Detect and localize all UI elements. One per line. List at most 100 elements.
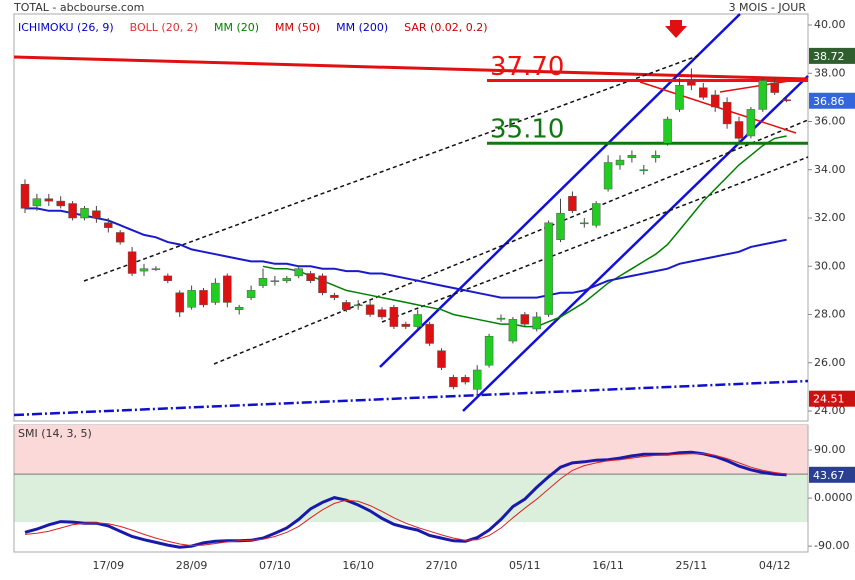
price-label: 36.86 bbox=[813, 95, 845, 108]
candle-body bbox=[282, 278, 292, 281]
price-label-box bbox=[809, 92, 855, 109]
candle-body bbox=[353, 304, 363, 307]
x-tick-label: 07/10 bbox=[259, 559, 291, 572]
candle-body bbox=[687, 80, 696, 86]
candle-body bbox=[234, 307, 244, 310]
price-label-box bbox=[809, 47, 855, 64]
candle-body bbox=[734, 121, 744, 139]
candle-body bbox=[258, 278, 268, 286]
y-tick-label: 28.00 bbox=[814, 308, 846, 321]
trendline bbox=[639, 81, 797, 134]
candle-body bbox=[211, 282, 220, 303]
source: TOTAL - abcbourse.com bbox=[13, 1, 144, 14]
candle-body bbox=[782, 99, 791, 102]
y-tick-label: 40.00 bbox=[814, 18, 846, 31]
trendline bbox=[13, 379, 809, 417]
candle-body bbox=[20, 183, 30, 209]
smi-title: SMI (14, 3, 5) bbox=[18, 427, 92, 440]
candle-body bbox=[675, 85, 684, 110]
smi-line bbox=[24, 453, 787, 547]
candle-body bbox=[32, 198, 42, 207]
candle-body bbox=[151, 268, 161, 270]
candle-body bbox=[246, 290, 256, 298]
period: 3 MOIS - JOUR bbox=[729, 1, 807, 14]
zone bbox=[14, 425, 808, 475]
x-tick-label: 25/11 bbox=[676, 559, 708, 572]
candle-body bbox=[175, 292, 184, 313]
zone bbox=[14, 474, 808, 523]
candle-body bbox=[437, 350, 446, 368]
y-tick-label: 36.00 bbox=[814, 115, 846, 128]
x-tick-label: 05/11 bbox=[509, 559, 541, 572]
legend-entry: SAR (0.02, 0.2) bbox=[404, 21, 487, 34]
trendline bbox=[213, 119, 809, 365]
candle-body bbox=[68, 203, 77, 219]
candle-body bbox=[389, 307, 399, 327]
candle-body bbox=[44, 198, 54, 202]
legend-entry: MM (20) bbox=[214, 21, 259, 34]
candle-body bbox=[603, 162, 613, 190]
candle-body bbox=[127, 251, 137, 274]
candle-body bbox=[746, 109, 756, 137]
candle-body bbox=[591, 203, 601, 226]
candle-body bbox=[401, 323, 411, 327]
candle-body bbox=[472, 369, 482, 390]
y-tick-label: 90.00 bbox=[814, 443, 846, 456]
legend-entry: BOLL (20, 2) bbox=[130, 21, 198, 34]
y-tick-label: 32.00 bbox=[814, 211, 846, 224]
candle-body bbox=[699, 87, 708, 98]
candle-body bbox=[556, 212, 565, 240]
candle-body bbox=[342, 302, 351, 310]
price-label: 38.72 bbox=[813, 50, 845, 63]
y-tick-label: 34.00 bbox=[814, 163, 846, 176]
candle-body bbox=[615, 159, 625, 166]
candle-body bbox=[568, 196, 577, 212]
candle-body bbox=[663, 118, 672, 144]
x-tick-label: 17/09 bbox=[92, 559, 124, 572]
legend-entry: MM (200) bbox=[336, 21, 388, 34]
smi-last-label: 43.67 bbox=[813, 469, 845, 482]
candle-body bbox=[722, 101, 732, 125]
price-label-box bbox=[809, 390, 855, 407]
trendline bbox=[381, 156, 809, 323]
candle-body bbox=[365, 304, 375, 315]
level-label: 35.10 bbox=[490, 115, 564, 145]
candle-body bbox=[139, 268, 149, 272]
trendlines bbox=[13, 13, 809, 417]
candle-body bbox=[330, 294, 339, 298]
y-tick-label: 30.00 bbox=[814, 259, 846, 272]
candle-body bbox=[163, 275, 173, 281]
candle-body bbox=[508, 319, 518, 342]
candle-body bbox=[544, 222, 553, 315]
legend-entry: MM (50) bbox=[275, 21, 320, 34]
x-tick-label: 16/11 bbox=[592, 559, 624, 572]
x-tick-label: 16/10 bbox=[342, 559, 374, 572]
candle-body bbox=[413, 314, 422, 327]
candle-body bbox=[710, 94, 720, 108]
y-tick-label: -90.00 bbox=[814, 539, 849, 552]
candle-body bbox=[770, 82, 779, 93]
y-tick-label: 26.00 bbox=[814, 356, 846, 369]
y-tick-label: 24.00 bbox=[814, 404, 846, 417]
legend-entry: ICHIMOKU (26, 9) bbox=[18, 21, 114, 34]
candle-body bbox=[627, 155, 637, 158]
level-label: 37.70 bbox=[490, 52, 564, 82]
smi-line bbox=[24, 450, 787, 549]
candle-body bbox=[377, 309, 387, 318]
moving-average bbox=[25, 207, 787, 299]
candle-body bbox=[520, 314, 530, 325]
candle-body bbox=[532, 316, 541, 330]
candle-body bbox=[56, 200, 65, 207]
candle-body bbox=[92, 210, 101, 219]
candle-body bbox=[199, 290, 208, 306]
y-tick-label: 38.00 bbox=[814, 66, 846, 79]
candle-body bbox=[115, 232, 125, 243]
candle-body bbox=[639, 169, 649, 171]
trendline bbox=[379, 13, 741, 368]
x-tick-label: 28/09 bbox=[176, 559, 208, 572]
candle-body bbox=[484, 335, 494, 366]
candle-body bbox=[223, 275, 232, 303]
trendline bbox=[83, 54, 701, 282]
x-tick-label: 27/10 bbox=[426, 559, 458, 572]
